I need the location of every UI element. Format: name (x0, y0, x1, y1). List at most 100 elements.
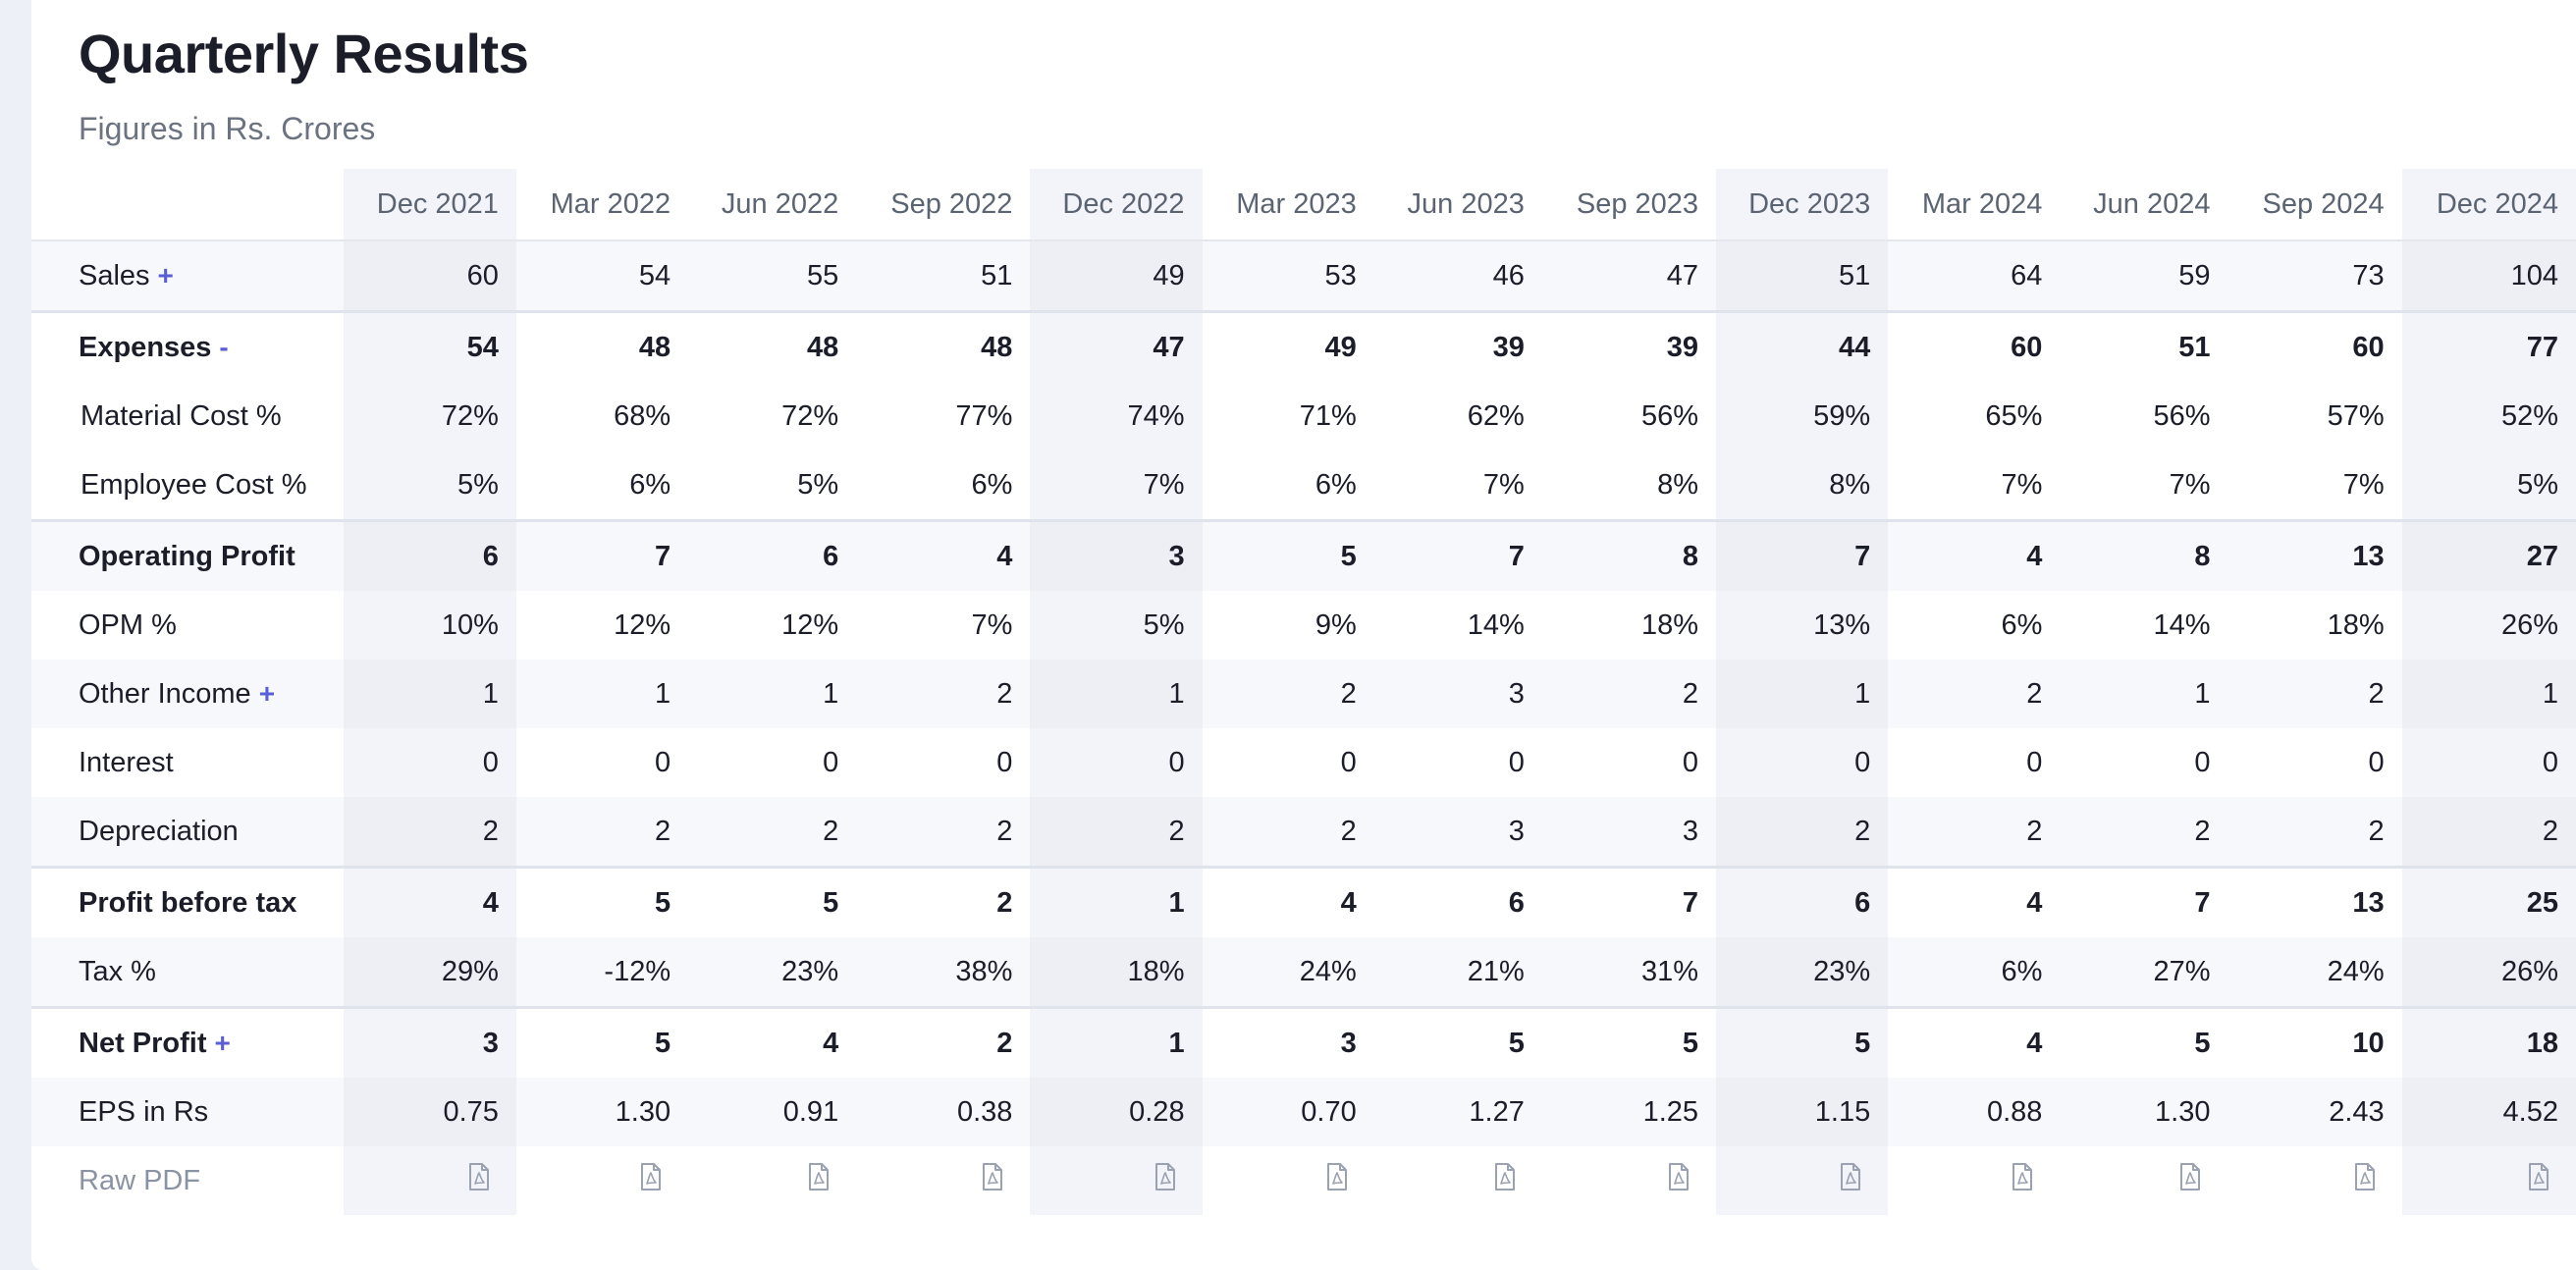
pdf-file-icon[interactable] (807, 1163, 831, 1198)
column-header-sep-2022[interactable]: Sep 2022 (856, 169, 1031, 241)
pdf-file-icon[interactable] (1154, 1163, 1177, 1198)
value-cell: 2 (1202, 797, 1374, 868)
value-cell: 7% (1030, 450, 1203, 521)
row-label-cell: Operating Profit (31, 519, 344, 591)
raw-pdf-cell (688, 1146, 856, 1215)
value-cell: 1 (515, 660, 689, 728)
value-cell: 4 (1888, 866, 2061, 937)
value-cell: 72% (781, 399, 839, 432)
column-header-jun-2023[interactable]: Jun 2023 (1373, 169, 1542, 241)
row-label-cell: Profit before tax (31, 866, 344, 937)
value-cell: 2 (856, 1006, 1031, 1078)
value-cell: 0 (1030, 728, 1203, 797)
pdf-file-icon[interactable] (2011, 1163, 2034, 1198)
column-header-mar-2023[interactable]: Mar 2023 (1202, 169, 1374, 241)
column-header-dec-2021[interactable]: Dec 2021 (343, 169, 516, 241)
row-label-cell[interactable]: Expenses - (31, 310, 344, 382)
value-cell: 47 (1541, 240, 1717, 312)
pdf-file-icon[interactable] (2353, 1163, 2377, 1198)
value-cell: 73 (2227, 240, 2402, 312)
row-label: Tax % (79, 955, 156, 987)
value-cell: 1.30 (515, 1078, 689, 1146)
value-cell: 2 (2227, 660, 2402, 728)
value-cell: 2 (1030, 797, 1203, 868)
value-cell: 18% (2327, 609, 2385, 641)
page-subtitle: Figures in Rs. Crores (79, 111, 376, 146)
column-header-mar-2024[interactable]: Mar 2024 (1888, 169, 2061, 241)
value-cell: 3 (1202, 1006, 1374, 1078)
value-cell: 38% (856, 937, 1031, 1008)
value-cell: 7% (2169, 468, 2211, 501)
value-cell: 7 (515, 519, 689, 591)
value-cell: 18 (2401, 1006, 2576, 1078)
row-label-cell[interactable]: Sales + (31, 240, 344, 312)
column-header-dec-2023[interactable]: Dec 2023 (1716, 169, 1889, 241)
pdf-file-icon[interactable] (1667, 1163, 1690, 1198)
value-cell: 13 (2227, 519, 2402, 591)
value-cell: 0 (1716, 728, 1889, 797)
value-cell: 0.91 (688, 1078, 857, 1146)
value-cell: 1 (2060, 660, 2228, 728)
pdf-file-icon[interactable] (981, 1163, 1004, 1198)
column-header-jun-2024[interactable]: Jun 2024 (2060, 169, 2228, 241)
table-row-material-cost: Material Cost % 72% 68% 72% 77% 74% 71% 62% 56% 5… (31, 382, 2576, 450)
value-cell: 55 (688, 240, 857, 312)
value-cell: 51 (2060, 310, 2228, 382)
value-cell: 60 (343, 240, 516, 312)
column-header-sep-2024[interactable]: Sep 2024 (2227, 169, 2402, 241)
row-label-cell[interactable]: Net Profit + (31, 1006, 344, 1078)
table-row-expenses: Expenses -54 48 48 48 47 49 39 39 44 60 51 60 77 (31, 310, 2576, 382)
value-cell: 5 (1373, 1006, 1542, 1078)
column-header-sep-2023[interactable]: Sep 2023 (1541, 169, 1717, 241)
value-cell: 8 (2060, 519, 2228, 591)
column-header-mar-2022[interactable]: Mar 2022 (515, 169, 689, 241)
value-cell: 3 (1030, 519, 1203, 591)
value-cell: 59 (2060, 240, 2228, 312)
value-cell: 2 (2060, 797, 2228, 868)
pdf-file-icon[interactable] (1325, 1163, 1349, 1198)
value-cell: 3 (1373, 797, 1542, 868)
value-cell: 7% (971, 609, 1013, 641)
value-cell: 24% (1202, 937, 1374, 1008)
value-cell: 47 (1030, 310, 1203, 382)
value-cell: 2 (1888, 797, 2061, 868)
expand-icon[interactable]: + (157, 259, 174, 291)
value-cell: 8 (1541, 519, 1717, 591)
pdf-file-icon[interactable] (2527, 1163, 2550, 1198)
table-row-interest: Interest 0 0 0 0 0 0 0 0 0 0 0 0 0 (31, 728, 2576, 797)
collapse-icon[interactable]: - (219, 331, 229, 362)
value-cell: 3 (343, 1006, 516, 1078)
raw-pdf-label: Raw PDF (79, 1164, 201, 1196)
value-cell: 2.43 (2227, 1078, 2402, 1146)
value-cell: 2 (856, 660, 1031, 728)
row-label-cell[interactable]: Other Income + (31, 660, 344, 728)
pdf-file-icon[interactable] (639, 1163, 663, 1198)
expand-icon[interactable]: + (214, 1027, 231, 1058)
value-cell: 5 (1716, 1006, 1889, 1078)
value-cell: 21% (1373, 937, 1542, 1008)
value-cell: 56% (2153, 399, 2211, 432)
value-cell: 2 (2227, 797, 2402, 868)
value-cell: 5% (797, 468, 839, 501)
value-cell: 10 (2227, 1006, 2402, 1078)
pdf-file-icon[interactable] (1493, 1163, 1517, 1198)
table-row-profit-before-tax: Profit before tax 4 5 5 2 1 4 6 7 6 4 7 13 25 (31, 866, 2576, 937)
value-cell: 2 (856, 866, 1031, 937)
table-row-net-profit: Net Profit +3 5 4 2 1 3 5 5 5 4 5 10 18 (31, 1006, 2576, 1078)
value-cell: 6 (688, 519, 857, 591)
value-cell: 68% (614, 399, 671, 432)
expand-icon[interactable]: + (258, 677, 276, 709)
column-header-dec-2024[interactable]: Dec 2024 (2401, 169, 2576, 241)
pdf-file-icon[interactable] (2178, 1163, 2202, 1198)
column-header-dec-2022[interactable]: Dec 2022 (1030, 169, 1203, 241)
value-cell: 56% (1641, 399, 1699, 432)
row-label: EPS in Rs (79, 1095, 209, 1128)
value-cell: 6 (1716, 866, 1889, 937)
column-header-jun-2022[interactable]: Jun 2022 (688, 169, 857, 241)
value-cell: 27 (2401, 519, 2576, 591)
value-cell: 18% (1030, 937, 1203, 1008)
pdf-file-icon[interactable] (467, 1163, 491, 1198)
pdf-file-icon[interactable] (1839, 1163, 1862, 1198)
value-cell: 0 (2194, 746, 2211, 778)
value-cell: 9% (1315, 609, 1357, 641)
